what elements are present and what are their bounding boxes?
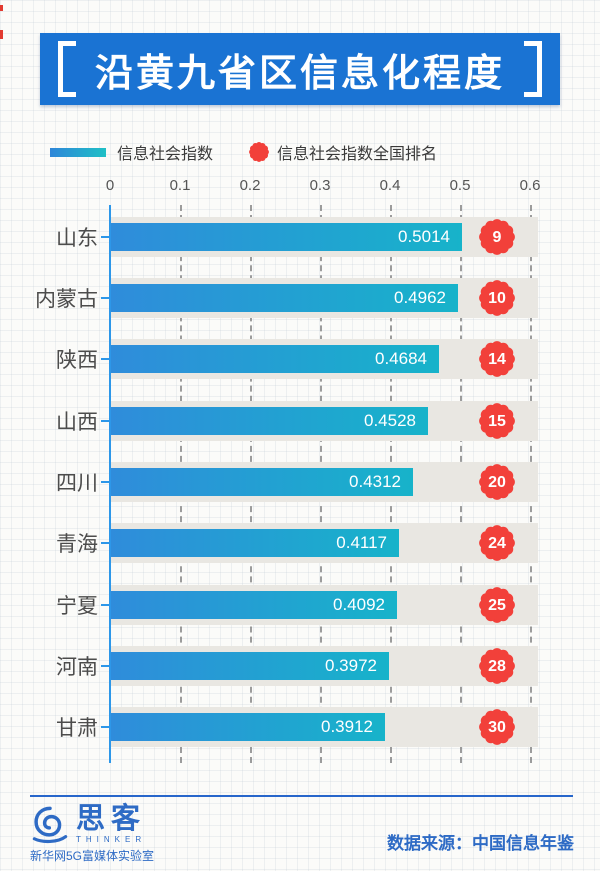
y-axis-line xyxy=(109,205,111,763)
index-bar: 0.4684 xyxy=(111,345,439,374)
bar-value-label: 0.4528 xyxy=(364,410,416,430)
axis-tick xyxy=(101,726,110,729)
brand-subtitle: THINKER xyxy=(76,835,147,844)
x-tick-label: 0 xyxy=(105,177,115,194)
province-label: 河南 xyxy=(56,655,98,679)
rank-value: 20 xyxy=(488,474,506,491)
axis-tick xyxy=(101,542,110,545)
province-label: 四川 xyxy=(56,471,98,495)
rank-badge-flower-icon: 30 xyxy=(479,709,515,746)
legend: 信息社会指数 信息社会指数全国排名 xyxy=(50,142,438,163)
province-label: 山东 xyxy=(56,226,98,250)
index-bar: 0.4117 xyxy=(111,529,399,558)
rank-value: 28 xyxy=(488,658,506,675)
province-label: 宁夏 xyxy=(56,594,98,618)
province-label: 内蒙古 xyxy=(35,287,98,311)
bar-track: 0.5014 9 xyxy=(111,216,538,257)
bar-row: 山东 0.5014 9 xyxy=(0,206,600,267)
rank-badge-flower-icon: 9 xyxy=(479,218,515,255)
bar-value-label: 0.4117 xyxy=(336,533,387,553)
spiral-logo-icon xyxy=(32,806,68,844)
right-bracket-icon xyxy=(524,41,542,97)
bar-row: 宁夏 0.4092 25 xyxy=(0,574,600,635)
bar-track: 0.4092 25 xyxy=(111,584,538,625)
data-source: 数据来源：中国信息年鉴 xyxy=(387,834,574,853)
index-bar: 0.3912 xyxy=(111,713,385,742)
rank-badge-flower-icon: 14 xyxy=(479,341,515,378)
index-bar: 0.4962 xyxy=(111,283,458,312)
bar-row: 四川 0.4312 20 xyxy=(0,451,600,512)
corner-mark xyxy=(0,5,3,11)
x-tick-label: 0.5 xyxy=(449,177,471,194)
page-title: 沿黄九省区信息化程度 xyxy=(94,52,505,95)
bar-row: 河南 0.3972 28 xyxy=(0,635,600,696)
bar-row: 陕西 0.4684 14 xyxy=(0,329,600,390)
bar-track: 0.4312 20 xyxy=(111,461,538,502)
province-label: 山西 xyxy=(56,410,98,434)
brand-name: 思客 xyxy=(76,803,147,835)
rank-badge-flower-icon: 20 xyxy=(479,464,515,500)
index-bar-swatch-icon xyxy=(50,147,106,157)
rank-value: 14 xyxy=(488,351,506,368)
bar-value-label: 0.3972 xyxy=(325,655,377,675)
rank-value: 10 xyxy=(488,290,506,307)
rank-value: 15 xyxy=(488,413,506,430)
province-label: 青海 xyxy=(56,533,98,557)
index-bar: 0.4528 xyxy=(111,406,428,435)
bar-row: 山西 0.4528 15 xyxy=(0,390,600,451)
bar-chart: 山东 0.5014 9 内蒙古 0.4962 10 陕西 xyxy=(0,206,600,758)
index-bar: 0.3972 xyxy=(111,651,389,680)
rank-badge-flower-icon: 10 xyxy=(479,280,515,316)
corner-mark xyxy=(0,30,3,39)
axis-tick xyxy=(101,664,110,667)
bar-track: 0.4528 15 xyxy=(111,400,538,441)
rank-flower-icon xyxy=(249,142,269,162)
axis-tick xyxy=(101,358,110,361)
bar-value-label: 0.4092 xyxy=(333,594,385,614)
brand-org: 新华网5G富媒体实验室 xyxy=(30,849,155,863)
rank-value: 9 xyxy=(493,229,502,246)
rank-value: 25 xyxy=(488,597,506,614)
rank-badge-flower-icon: 25 xyxy=(479,586,515,623)
bar-track: 0.4962 10 xyxy=(111,277,538,318)
axis-tick xyxy=(101,480,110,483)
index-bar: 0.4092 xyxy=(111,590,397,619)
rank-value: 30 xyxy=(488,719,506,736)
left-bracket-icon xyxy=(58,41,76,97)
axis-tick xyxy=(101,603,110,606)
rank-badge-flower-icon: 15 xyxy=(479,402,515,439)
province-label: 陕西 xyxy=(56,349,98,373)
title-banner: 沿黄九省区信息化程度 xyxy=(40,33,560,105)
x-tick-label: 0.3 xyxy=(309,177,331,194)
bar-track: 0.4117 24 xyxy=(111,523,538,564)
x-tick-label: 0.6 xyxy=(519,177,541,194)
province-label: 甘肃 xyxy=(56,717,98,741)
brand-logo: 思客 THINKER 新华网5G富媒体实验室 xyxy=(30,804,220,864)
rank-value: 24 xyxy=(488,535,506,552)
bar-value-label: 0.5014 xyxy=(398,226,450,246)
bar-row: 青海 0.4117 24 xyxy=(0,513,600,574)
bar-value-label: 0.4312 xyxy=(349,471,401,491)
axis-tick xyxy=(101,419,110,422)
x-tick-label: 0.1 xyxy=(169,177,191,194)
bar-value-label: 0.4684 xyxy=(375,349,427,369)
bar-track: 0.3912 30 xyxy=(111,707,538,748)
bar-row: 甘肃 0.3912 30 xyxy=(0,697,600,758)
index-bar: 0.4312 xyxy=(111,467,413,496)
legend-label-rank: 信息社会指数全国排名 xyxy=(277,146,438,163)
bar-row: 内蒙古 0.4962 10 xyxy=(0,267,600,328)
bar-value-label: 0.3912 xyxy=(321,717,373,737)
bar-track: 0.3972 28 xyxy=(111,645,538,686)
x-tick-label: 0.2 xyxy=(239,177,261,194)
legend-label-index: 信息社会指数 xyxy=(117,146,214,163)
axis-tick xyxy=(101,296,110,299)
x-tick-label: 0.4 xyxy=(379,177,401,194)
rank-badge-flower-icon: 28 xyxy=(479,648,515,684)
index-bar: 0.5014 xyxy=(111,222,462,251)
rank-badge-flower-icon: 24 xyxy=(479,525,515,562)
bar-value-label: 0.4962 xyxy=(394,287,446,307)
footer-divider xyxy=(30,795,573,797)
bar-track: 0.4684 14 xyxy=(111,339,538,380)
axis-tick xyxy=(101,235,110,238)
